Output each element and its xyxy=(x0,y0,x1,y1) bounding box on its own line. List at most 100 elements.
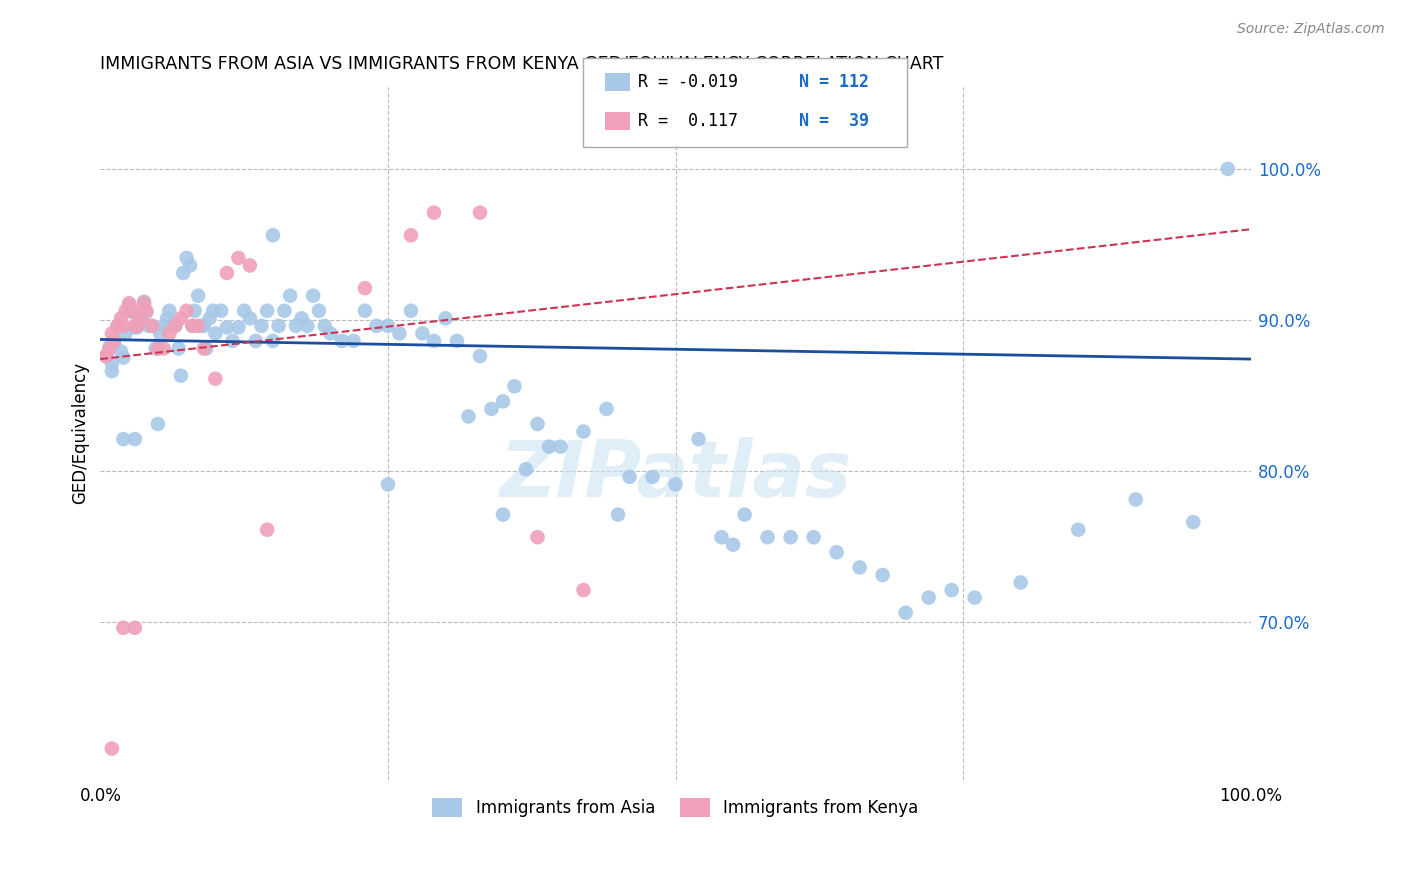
Point xyxy=(135,303,157,318)
Point xyxy=(688,432,710,446)
Point xyxy=(103,337,125,351)
Point xyxy=(302,288,325,302)
Point xyxy=(550,440,572,454)
Point xyxy=(388,326,411,341)
Point xyxy=(132,296,155,310)
Text: N = 112: N = 112 xyxy=(799,73,869,91)
Point xyxy=(176,251,198,265)
Point xyxy=(278,288,301,302)
Point xyxy=(411,326,433,341)
Point xyxy=(572,583,595,598)
Point xyxy=(132,294,155,309)
Point xyxy=(245,334,267,348)
Point xyxy=(1067,523,1090,537)
Point xyxy=(1125,492,1147,507)
Point xyxy=(101,357,124,371)
Point xyxy=(135,305,157,319)
Point xyxy=(112,351,135,365)
Point xyxy=(399,228,422,243)
Point xyxy=(1216,161,1239,176)
Point xyxy=(481,401,503,416)
Point xyxy=(152,342,174,356)
Point xyxy=(204,326,226,341)
Point xyxy=(157,303,180,318)
Point xyxy=(112,621,135,635)
Point xyxy=(872,568,894,582)
Text: ZIPatlas: ZIPatlas xyxy=(499,437,852,513)
Point xyxy=(149,326,172,341)
Point xyxy=(94,349,117,363)
Point xyxy=(209,303,232,318)
Point xyxy=(118,298,141,312)
Point xyxy=(619,470,641,484)
Point xyxy=(734,508,756,522)
Point xyxy=(342,334,364,348)
Point xyxy=(215,320,238,334)
Point xyxy=(190,318,212,333)
Point xyxy=(187,288,209,302)
Point xyxy=(492,394,515,409)
Point xyxy=(262,334,284,348)
Point xyxy=(848,560,870,574)
Point xyxy=(803,530,825,544)
Point xyxy=(181,318,204,333)
Point xyxy=(917,591,939,605)
Point xyxy=(572,425,595,439)
Point xyxy=(434,311,457,326)
Point xyxy=(172,266,194,280)
Point xyxy=(377,318,399,333)
Point xyxy=(262,228,284,243)
Point xyxy=(121,305,143,319)
Point xyxy=(297,318,319,333)
Point xyxy=(256,303,278,318)
Point xyxy=(195,342,218,356)
Point xyxy=(165,318,187,333)
Point xyxy=(825,545,848,559)
Point xyxy=(308,303,330,318)
Point xyxy=(152,318,174,333)
Point xyxy=(1182,515,1205,529)
Point xyxy=(721,538,744,552)
Point xyxy=(124,320,146,334)
Point xyxy=(114,326,136,341)
Point xyxy=(377,477,399,491)
Point xyxy=(145,342,167,356)
Point xyxy=(228,251,250,265)
Point xyxy=(894,606,917,620)
Text: R =  0.117: R = 0.117 xyxy=(638,112,738,130)
Point xyxy=(112,318,135,333)
Point xyxy=(110,344,132,359)
Text: N =  39: N = 39 xyxy=(799,112,869,130)
Point xyxy=(124,621,146,635)
Point xyxy=(98,342,121,356)
Point xyxy=(129,311,152,326)
Point xyxy=(127,318,149,333)
Y-axis label: GED/Equivalency: GED/Equivalency xyxy=(72,362,89,504)
Point xyxy=(664,477,686,491)
Point xyxy=(170,368,193,383)
Point xyxy=(170,311,193,326)
Point xyxy=(492,508,515,522)
Point xyxy=(198,311,221,326)
Legend: Immigrants from Asia, Immigrants from Kenya: Immigrants from Asia, Immigrants from Ke… xyxy=(426,791,925,824)
Point xyxy=(1010,575,1032,590)
Point xyxy=(468,205,491,219)
Point xyxy=(129,311,152,326)
Text: IMMIGRANTS FROM ASIA VS IMMIGRANTS FROM KENYA GED/EQUIVALENCY CORRELATION CHART: IMMIGRANTS FROM ASIA VS IMMIGRANTS FROM … xyxy=(100,55,943,73)
Point xyxy=(103,334,125,348)
Point xyxy=(446,334,468,348)
Point xyxy=(204,372,226,386)
Point xyxy=(607,508,630,522)
Point xyxy=(176,303,198,318)
Point xyxy=(256,523,278,537)
Point xyxy=(941,583,963,598)
Point xyxy=(146,342,169,356)
Point xyxy=(503,379,526,393)
Point xyxy=(127,320,149,334)
Point xyxy=(457,409,479,424)
Point xyxy=(165,318,187,333)
Point xyxy=(94,349,117,363)
Point xyxy=(423,205,446,219)
Point xyxy=(181,318,204,333)
Point xyxy=(354,303,377,318)
